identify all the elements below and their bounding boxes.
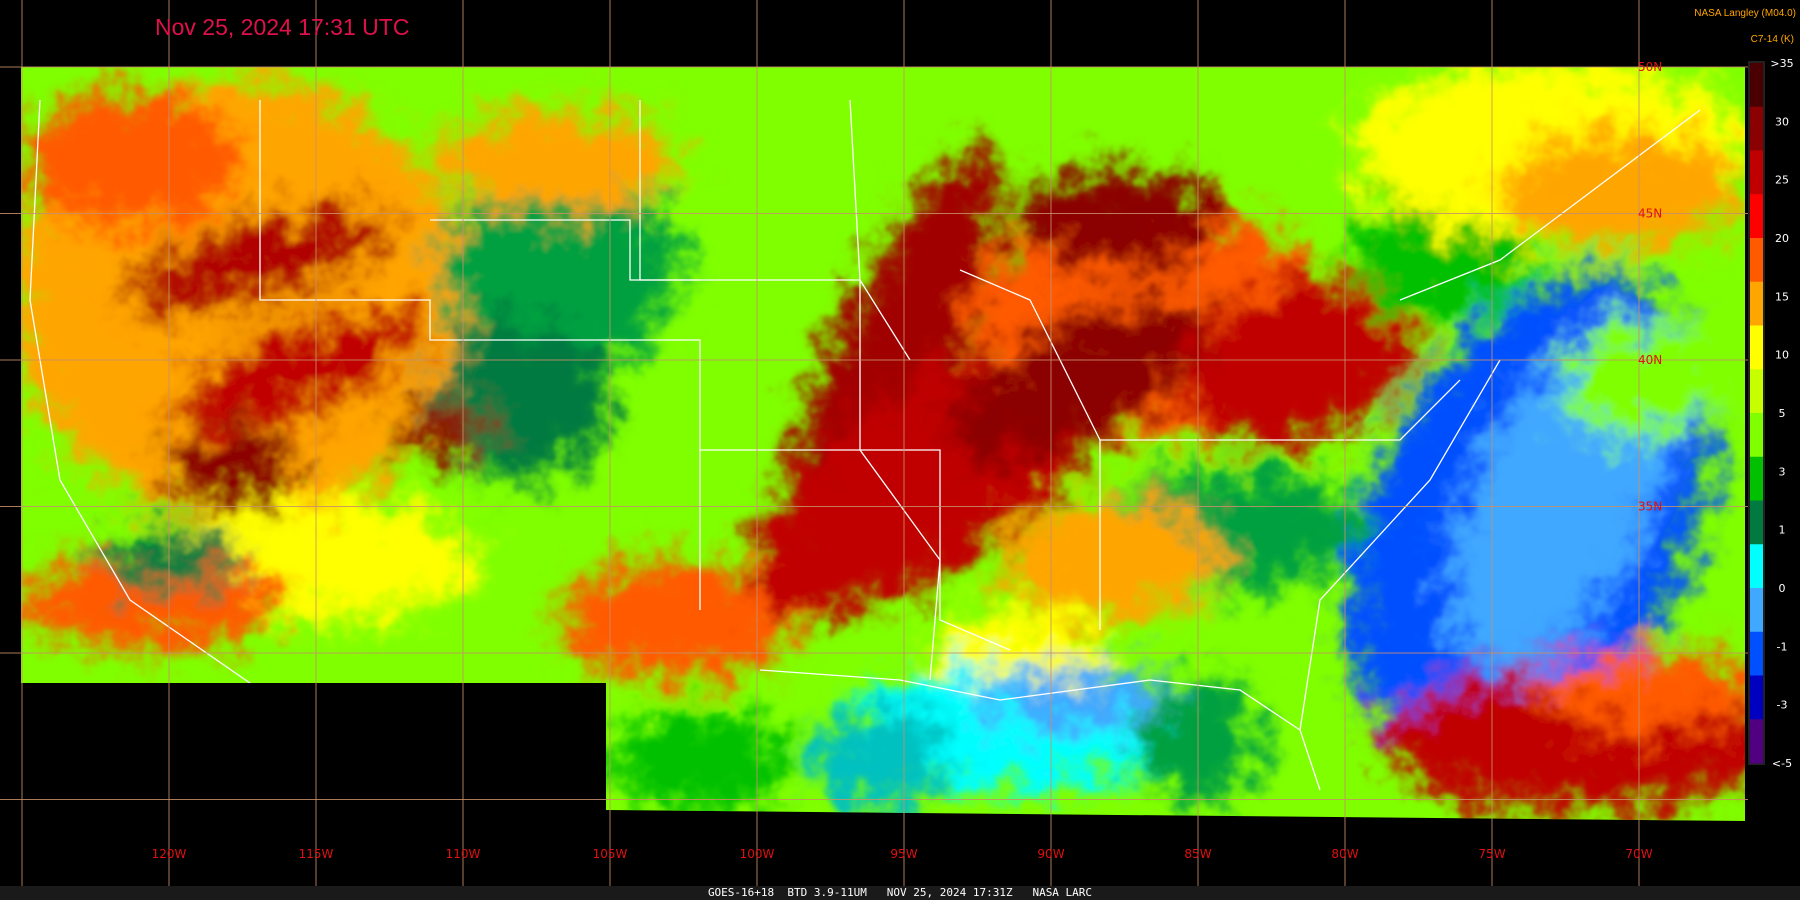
colorbar-swatch xyxy=(1750,238,1763,283)
colorbar-label: 0 xyxy=(1779,582,1786,595)
colorbar-swatch xyxy=(1750,631,1763,676)
longitude-label: 75W xyxy=(1478,847,1505,861)
colorbar-title: C7-14 (K) xyxy=(1750,34,1794,45)
colorbar-swatch xyxy=(1750,325,1763,370)
colorbar-label: 3 xyxy=(1779,465,1786,478)
longitude-label: 80W xyxy=(1331,847,1358,861)
colorbar-swatch xyxy=(1750,456,1763,501)
colorbar-swatch xyxy=(1750,675,1763,720)
colorbar-swatch xyxy=(1750,369,1763,414)
colorbar-swatch xyxy=(1750,150,1763,195)
colorbar-swatch xyxy=(1750,194,1763,239)
colorbar-swatch xyxy=(1750,588,1763,633)
latitude-label: 40N xyxy=(1638,353,1662,367)
longitude-label: 120W xyxy=(152,847,187,861)
colorbar-label: 15 xyxy=(1775,290,1789,303)
credit: NASA Langley (M04.0) xyxy=(1694,8,1796,19)
longitude-label: 105W xyxy=(593,847,628,861)
latitude-label: 45N xyxy=(1638,207,1662,221)
latitude-label: 50N xyxy=(1638,60,1662,74)
colorbar-swatch xyxy=(1750,281,1763,326)
longitude-label: 115W xyxy=(299,847,334,861)
colorbar-label: -3 xyxy=(1777,699,1788,712)
footer-bar: GOES-16+18 BTD 3.9-11UM NOV 25, 2024 17:… xyxy=(0,886,1800,900)
colorbar-swatch xyxy=(1750,544,1763,589)
colorbar-swatch xyxy=(1750,63,1763,108)
longitude-label: 100W xyxy=(740,847,775,861)
colorbar-label: 25 xyxy=(1775,174,1789,187)
colorbar-label: 5 xyxy=(1779,407,1786,420)
state-outlines xyxy=(29,99,1701,791)
colorbar-swatch xyxy=(1750,413,1763,458)
timestamp-title: Nov 25, 2024 17:31 UTC xyxy=(155,14,410,40)
longitude-label: 90W xyxy=(1037,847,1064,861)
longitude-label: 70W xyxy=(1625,847,1652,861)
colorbar-label: 1 xyxy=(1779,524,1786,537)
latitude-label: 35N xyxy=(1638,500,1662,514)
longitude-label: 95W xyxy=(890,847,917,861)
colorbar-swatch xyxy=(1750,719,1763,764)
longitude-label: 110W xyxy=(446,847,481,861)
colorbar-label: 10 xyxy=(1775,349,1789,362)
colorbar-swatch xyxy=(1750,106,1763,151)
colorbar-swatch xyxy=(1750,500,1763,545)
colorbar-label: <-5 xyxy=(1772,757,1792,770)
longitude-label: 85W xyxy=(1184,847,1211,861)
graticule: 120W 115W 110W 105W 100W 95W 90W 85W 80W 75W 70W 50… xyxy=(0,0,1748,886)
colorbar-label: -1 xyxy=(1777,640,1788,653)
colorbar-label: 20 xyxy=(1775,232,1789,245)
colorbar-label: 30 xyxy=(1775,115,1789,128)
colorbar-label: >35 xyxy=(1770,57,1793,70)
